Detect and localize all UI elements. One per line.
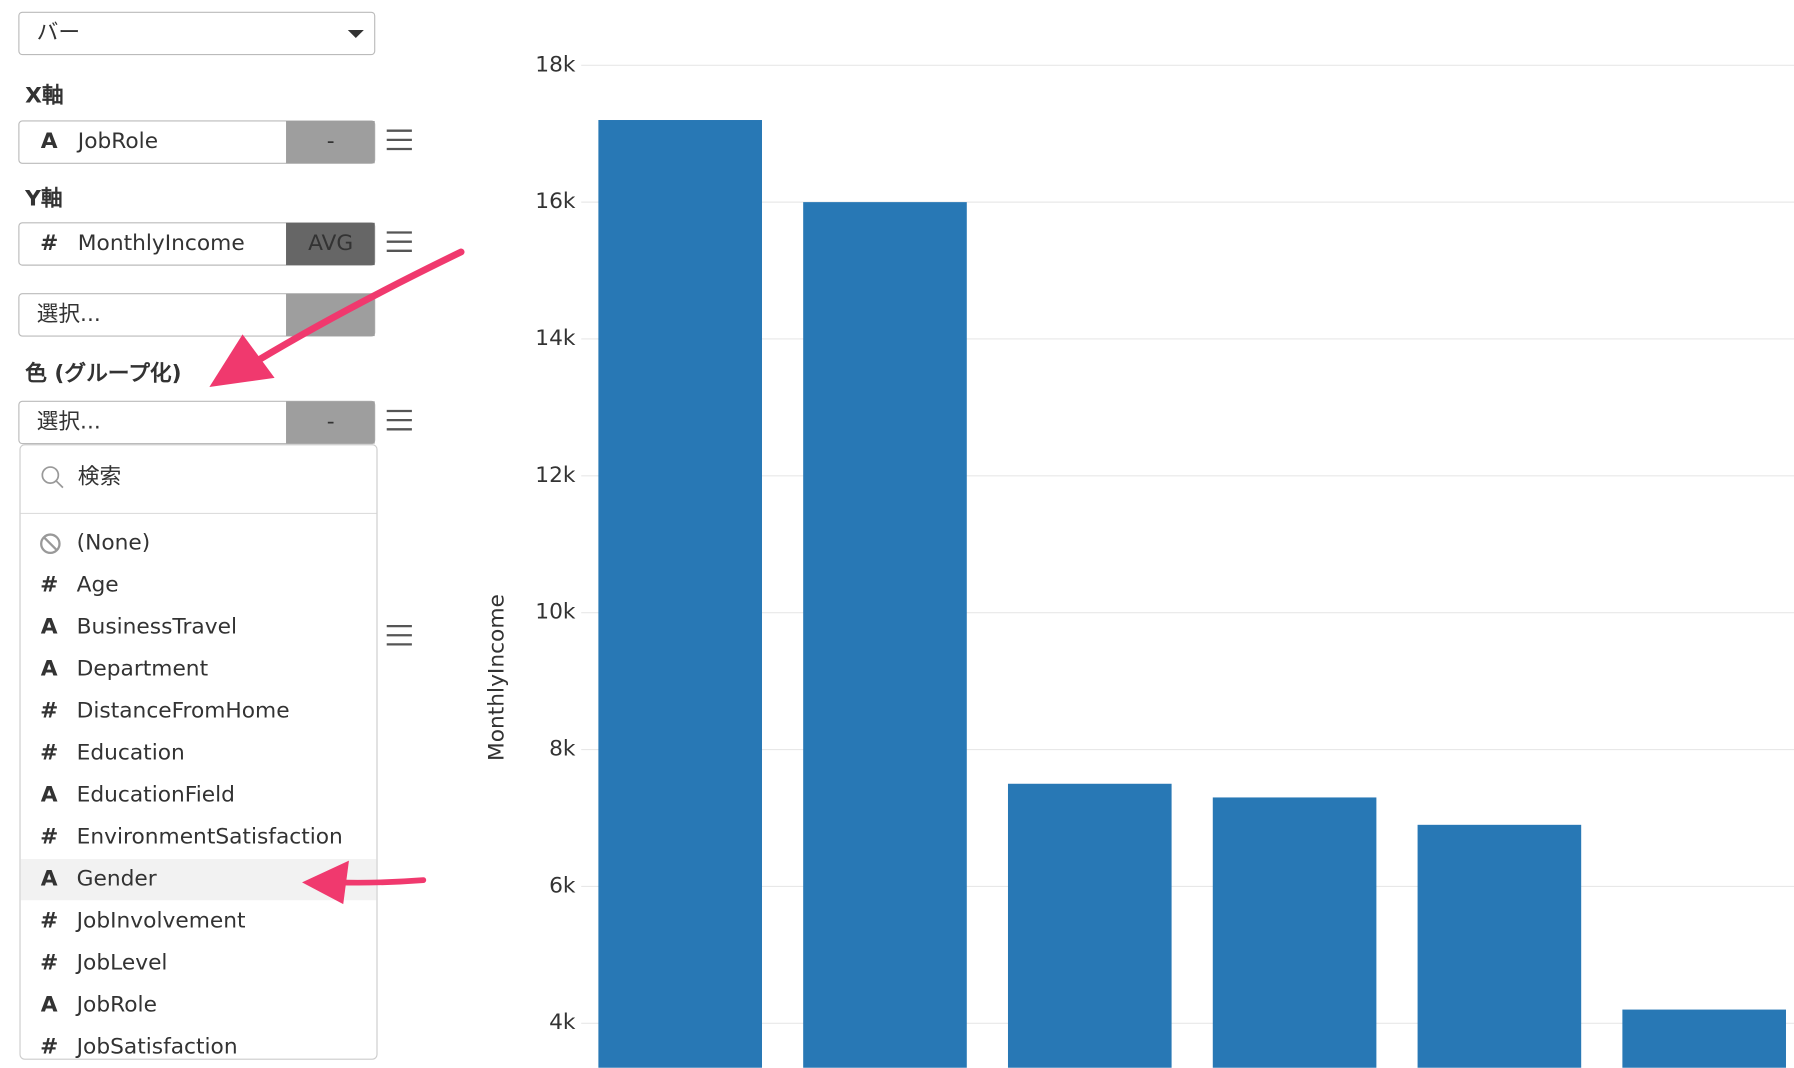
dropdown-item[interactable]: JobRole: [75, 993, 157, 1018]
dropdown-item[interactable]: BusinessTravel: [77, 615, 237, 640]
dropdown-item[interactable]: Department: [77, 657, 208, 682]
bar: [1417, 824, 1582, 1068]
search-icon: [55, 480, 64, 489]
agg-label: -: [327, 129, 335, 154]
y-tick-label: 8k: [549, 737, 576, 762]
field-label: JobRole: [76, 129, 158, 154]
annotation-arrow: [253, 248, 465, 365]
heading: Y軸: [24, 185, 62, 211]
heading: X軸: [25, 82, 63, 108]
bar: [598, 120, 762, 1068]
field-label: 選択...: [37, 409, 101, 434]
type-icon: #: [40, 231, 58, 256]
type-icon: #: [40, 951, 58, 976]
y-axis-label: MonthlyIncome: [485, 594, 510, 761]
search-icon: [41, 466, 60, 484]
select[interactable]: [18, 11, 376, 56]
none-icon: [42, 536, 59, 552]
dropdown-item[interactable]: Education: [77, 741, 185, 766]
annotation-arrow: [302, 860, 349, 905]
y-tick-label: 12k: [535, 463, 576, 488]
dropdown-item[interactable]: EnvironmentSatisfaction: [77, 825, 343, 850]
annotation-arrow: [209, 334, 275, 387]
type-icon: #: [40, 1035, 58, 1060]
field-label: 選択...: [37, 302, 101, 327]
y-tick-label: 4k: [549, 1010, 576, 1035]
y-tick-label: 16k: [535, 189, 576, 214]
field-label: MonthlyIncome: [78, 231, 245, 256]
dropdown-item[interactable]: JobSatisfaction: [75, 1035, 238, 1060]
type-icon: #: [40, 699, 58, 724]
bar: [1622, 1009, 1786, 1068]
dropdown: [19, 444, 378, 1060]
agg-button[interactable]: [286, 222, 375, 266]
agg-label: AVG: [308, 231, 353, 256]
type-icon: A: [41, 993, 58, 1018]
search-input[interactable]: 検索: [78, 464, 121, 489]
y-tick-label: 10k: [535, 600, 576, 625]
type-icon: #: [40, 741, 58, 766]
bar: [1007, 783, 1172, 1068]
type-icon: A: [41, 867, 58, 892]
bar: [803, 202, 967, 1068]
dropdown-item[interactable]: Gender: [77, 867, 157, 892]
bar: [1212, 797, 1377, 1068]
type-icon: A: [41, 129, 58, 154]
type-icon: #: [40, 573, 58, 598]
type-icon: A: [41, 615, 58, 640]
agg-button[interactable]: [286, 120, 375, 164]
dropdown-item[interactable]: (None): [77, 531, 151, 556]
dropdown-item[interactable]: EducationField: [77, 783, 235, 808]
type-icon: A: [41, 783, 58, 808]
agg-label: -: [327, 409, 335, 434]
y-tick-label: 18k: [535, 52, 576, 77]
caret: [347, 30, 364, 39]
dropdown-item[interactable]: Age: [77, 573, 119, 598]
dropdown-item[interactable]: JobLevel: [75, 951, 168, 976]
select-value: バー: [37, 20, 80, 45]
heading: 色 (グループ化): [25, 360, 181, 386]
type-icon: #: [40, 825, 58, 850]
dropdown-item[interactable]: JobInvolvement: [75, 909, 246, 934]
none-icon: [40, 533, 61, 555]
type-icon: A: [41, 657, 58, 682]
agg-button[interactable]: [286, 401, 375, 444]
y-tick-label: 6k: [549, 873, 576, 898]
type-icon: #: [40, 909, 58, 934]
dropdown-item[interactable]: DistanceFromHome: [77, 699, 290, 724]
annotation-arrow: [334, 877, 427, 886]
y-tick-label: 14k: [535, 326, 576, 351]
